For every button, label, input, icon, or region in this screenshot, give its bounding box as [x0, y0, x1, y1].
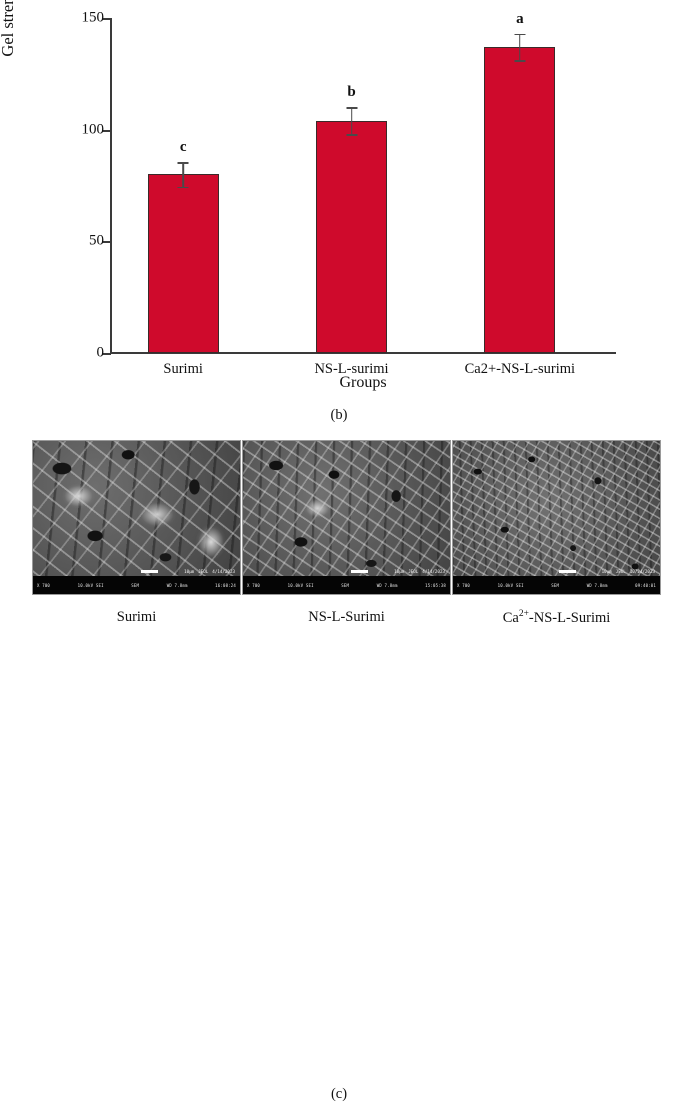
scale-bar-icon [141, 570, 159, 573]
sem-scale-maker: JEOL [198, 569, 209, 574]
y-tick-label: 0 [96, 344, 105, 361]
error-bar-cap-lower [346, 134, 357, 136]
sem-texture [33, 441, 240, 594]
sem-texture [453, 441, 660, 594]
x-axis-line [110, 352, 616, 354]
sem-image-ns-l-surimi: 10µm JEOL 4/14/2023 X 700 10.0kV SEI SEM… [242, 440, 451, 595]
sem-scale-date: 4/14/2023 [212, 569, 235, 574]
error-bar [519, 33, 521, 61]
sem-group-ns-l-surimi: 10µm JEOL 4/14/2023 X 700 10.0kV SEI SEM… [242, 440, 451, 626]
y-tick-mark [102, 353, 111, 355]
sem-scale-row: 10µm JEOL 4/14/2023 [243, 567, 450, 576]
sem-voltage: 10.0kV SEI [497, 582, 524, 588]
significance-letter: b [347, 84, 356, 101]
y-tick-mark [102, 129, 111, 132]
sem-magnification: X 700 [37, 582, 51, 588]
sem-scale-date: 4/14/2023 [422, 569, 445, 574]
sem-magnification: X 700 [457, 582, 471, 588]
scale-bar-icon [558, 570, 576, 573]
error-bar-cap-upper [177, 162, 189, 164]
figure-caption-c: (c) [330, 1086, 348, 1102]
sem-label-main: NS-L-Surimi [308, 609, 385, 625]
scale-bar-icon [351, 570, 369, 573]
sem-working-distance: WD 7.8mm [586, 582, 608, 588]
y-axis-line [110, 18, 112, 354]
bar [316, 120, 387, 353]
figure-caption-b: (b) [330, 407, 348, 423]
sem-magnification: X 700 [247, 582, 261, 588]
error-bar [350, 107, 353, 135]
sem-group-surimi: 10µm JEOL 4/14/2023 X 700 10.0kV SEI SEM… [32, 440, 241, 626]
sem-scale-row: 10µm JEOL 10/24/2023 [453, 567, 660, 576]
sem-scale-row: 10µm JEOL 4/14/2023 [33, 567, 240, 576]
error-bar-cap-upper [514, 33, 526, 36]
sem-micrograph-panel: 10µm JEOL 4/14/2023 X 700 10.0kV SEI SEM… [0, 440, 678, 1102]
sem-label-surimi: Surimi [32, 609, 241, 626]
y-tick-mark [102, 18, 111, 20]
y-tick-label: 150 [81, 9, 105, 26]
sem-label-ca-ns-l-surimi: Ca2+-NS-L-Surimi [452, 609, 661, 627]
sem-group-ca-ns-l-surimi: 10µm JEOL 10/24/2023 X 700 10.0kV SEI SE… [452, 440, 661, 627]
sem-scale-value: 10µm [601, 569, 612, 574]
sem-label-ns-l-surimi: NS-L-Surimi [242, 609, 451, 626]
sem-detector: SEM [341, 582, 350, 588]
y-tick-label: 50 [89, 232, 104, 249]
sem-scale-date: 10/24/2023 [629, 569, 655, 574]
sem-timestamp: 16:08:24 [215, 582, 237, 588]
sem-detector: SEM [131, 582, 140, 588]
sem-label-superscript: 2+ [518, 609, 529, 619]
y-tick-label: 100 [81, 121, 105, 138]
significance-letter: a [516, 10, 524, 27]
sem-timestamp: 09:40:01 [635, 582, 657, 588]
sem-label-main: Ca [502, 609, 519, 626]
error-bar-cap-upper [346, 107, 357, 109]
x-category-label: Ca2+-NS-L-surimi [464, 361, 576, 377]
sem-timestamp: 15:05:38 [425, 582, 447, 588]
sem-info-bar: X 700 10.0kV SEI SEM WD 7.8mm 09:40:01 [453, 576, 660, 594]
sem-image-surimi: 10µm JEOL 4/14/2023 X 700 10.0kV SEI SEM… [32, 440, 241, 595]
sem-scale-maker: JEOL [408, 569, 419, 574]
sem-scale-value: 10µm [184, 569, 195, 574]
sem-info-bar: X 700 10.0kV SEI SEM WD 7.8mm 16:08:24 [33, 576, 240, 594]
error-bar-cap-lower [514, 60, 526, 63]
error-bar [182, 162, 184, 187]
x-category-label: Surimi [163, 361, 203, 377]
gel-strength-bar-chart: Gel strength (gf·mm) Groups 0 50 100 150 c Su… [0, 0, 678, 430]
error-bar-cap-lower [177, 186, 189, 189]
sem-label-tail: -NS-L-Surimi [528, 609, 611, 626]
bar [147, 174, 219, 353]
sem-image-ca-ns-l-surimi: 10µm JEOL 10/24/2023 X 700 10.0kV SEI SE… [452, 440, 661, 595]
sem-detector: SEM [551, 582, 560, 588]
sem-texture [243, 441, 450, 594]
x-axis-title: Groups [339, 374, 387, 391]
sem-working-distance: WD 7.8mm [376, 582, 398, 588]
sem-scale-value: 10µm [394, 569, 405, 574]
y-tick-mark [102, 241, 111, 244]
bar [484, 47, 556, 353]
sem-info-bar: X 700 10.0kV SEI SEM WD 7.8mm 15:05:38 [243, 576, 450, 594]
plot-area: 0 50 100 150 c Surimi b NS-L-surimi a Ca2+-NS-L-s… [82, 10, 616, 378]
sem-scale-maker: JEOL [615, 569, 626, 574]
sem-voltage: 10.0kV SEI [287, 582, 314, 588]
sem-voltage: 10.0kV SEI [77, 582, 104, 588]
y-axis-title: Gel strength (gf·mm) [0, 0, 18, 96]
significance-letter: c [179, 139, 187, 156]
sem-label-main: Surimi [116, 609, 157, 625]
sem-working-distance: WD 7.8mm [166, 582, 188, 588]
x-category-label: NS-L-surimi [314, 361, 389, 377]
